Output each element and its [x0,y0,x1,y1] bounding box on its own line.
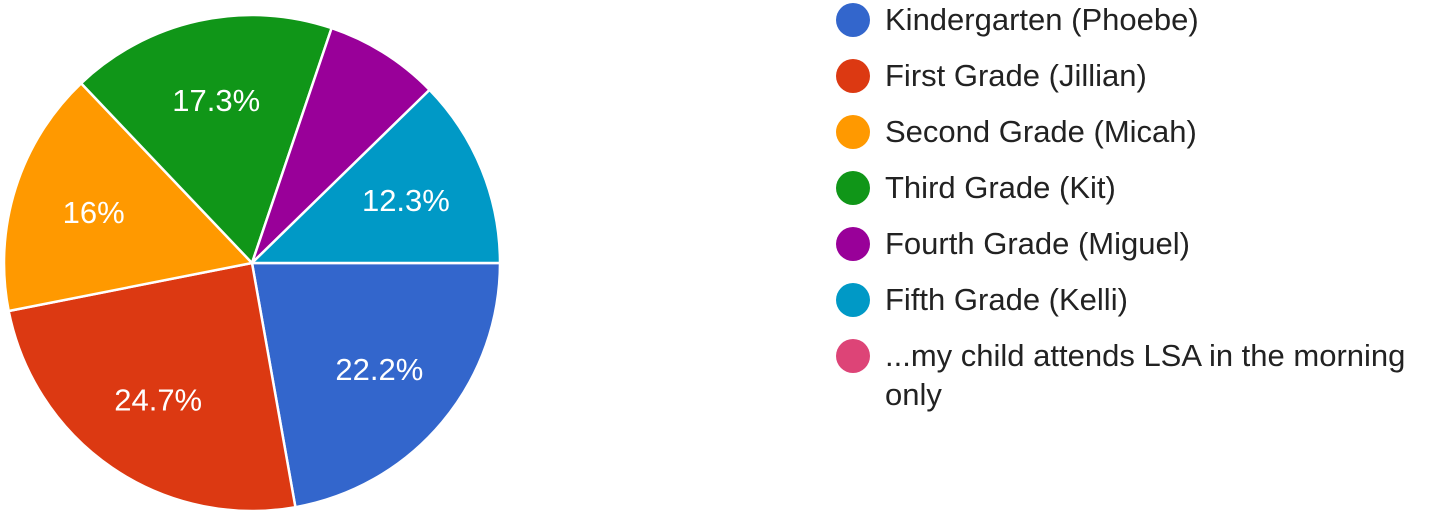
legend-swatch [836,171,870,205]
legend: Kindergarten (Phoebe) First Grade (Jillia… [836,0,1445,431]
slice-value-label: 24.7% [114,383,202,418]
legend-item[interactable]: Second Grade (Micah) [836,112,1445,151]
legend-item[interactable]: Third Grade (Kit) [836,168,1445,207]
pie-slice [250,261,502,509]
legend-label: Fifth Grade (Kelli) [885,282,1128,317]
legend-item[interactable]: Kindergarten (Phoebe) [836,0,1445,39]
legend-label: First Grade (Jillian) [885,58,1147,93]
legend-label: ...my child attends LSA in the morning o… [885,338,1406,412]
pie-slice [250,26,432,264]
legend-item[interactable]: ...my child attends LSA in the morning o… [836,336,1445,414]
legend-item[interactable]: First Grade (Jillian) [836,56,1445,95]
legend-swatch [836,3,870,37]
slice-value-label: 16% [63,195,125,230]
pie-slice [79,13,334,266]
slice-value-label: 12.3% [362,183,450,218]
slice-value-label: 22.2% [335,352,423,387]
legend-label: Third Grade (Kit) [885,170,1116,205]
legend-swatch [836,115,870,149]
pie-slice [7,261,297,513]
legend-label: Kindergarten (Phoebe) [885,2,1199,37]
legend-swatch [836,227,870,261]
legend-swatch [836,339,870,373]
legend-swatch [836,59,870,93]
legend-label: Fourth Grade (Miguel) [885,226,1190,261]
pie-slice [2,81,255,313]
slice-value-label: 17.3% [172,83,260,118]
legend-item[interactable]: Fifth Grade (Kelli) [836,280,1445,319]
pie-chart: 22.2% 24.7% 16% 17.3% 12.3% [2,13,502,513]
legend-item[interactable]: Fourth Grade (Miguel) [836,224,1445,263]
legend-swatch [836,283,870,317]
pie-slice [248,88,502,265]
legend-label: Second Grade (Micah) [885,114,1197,149]
